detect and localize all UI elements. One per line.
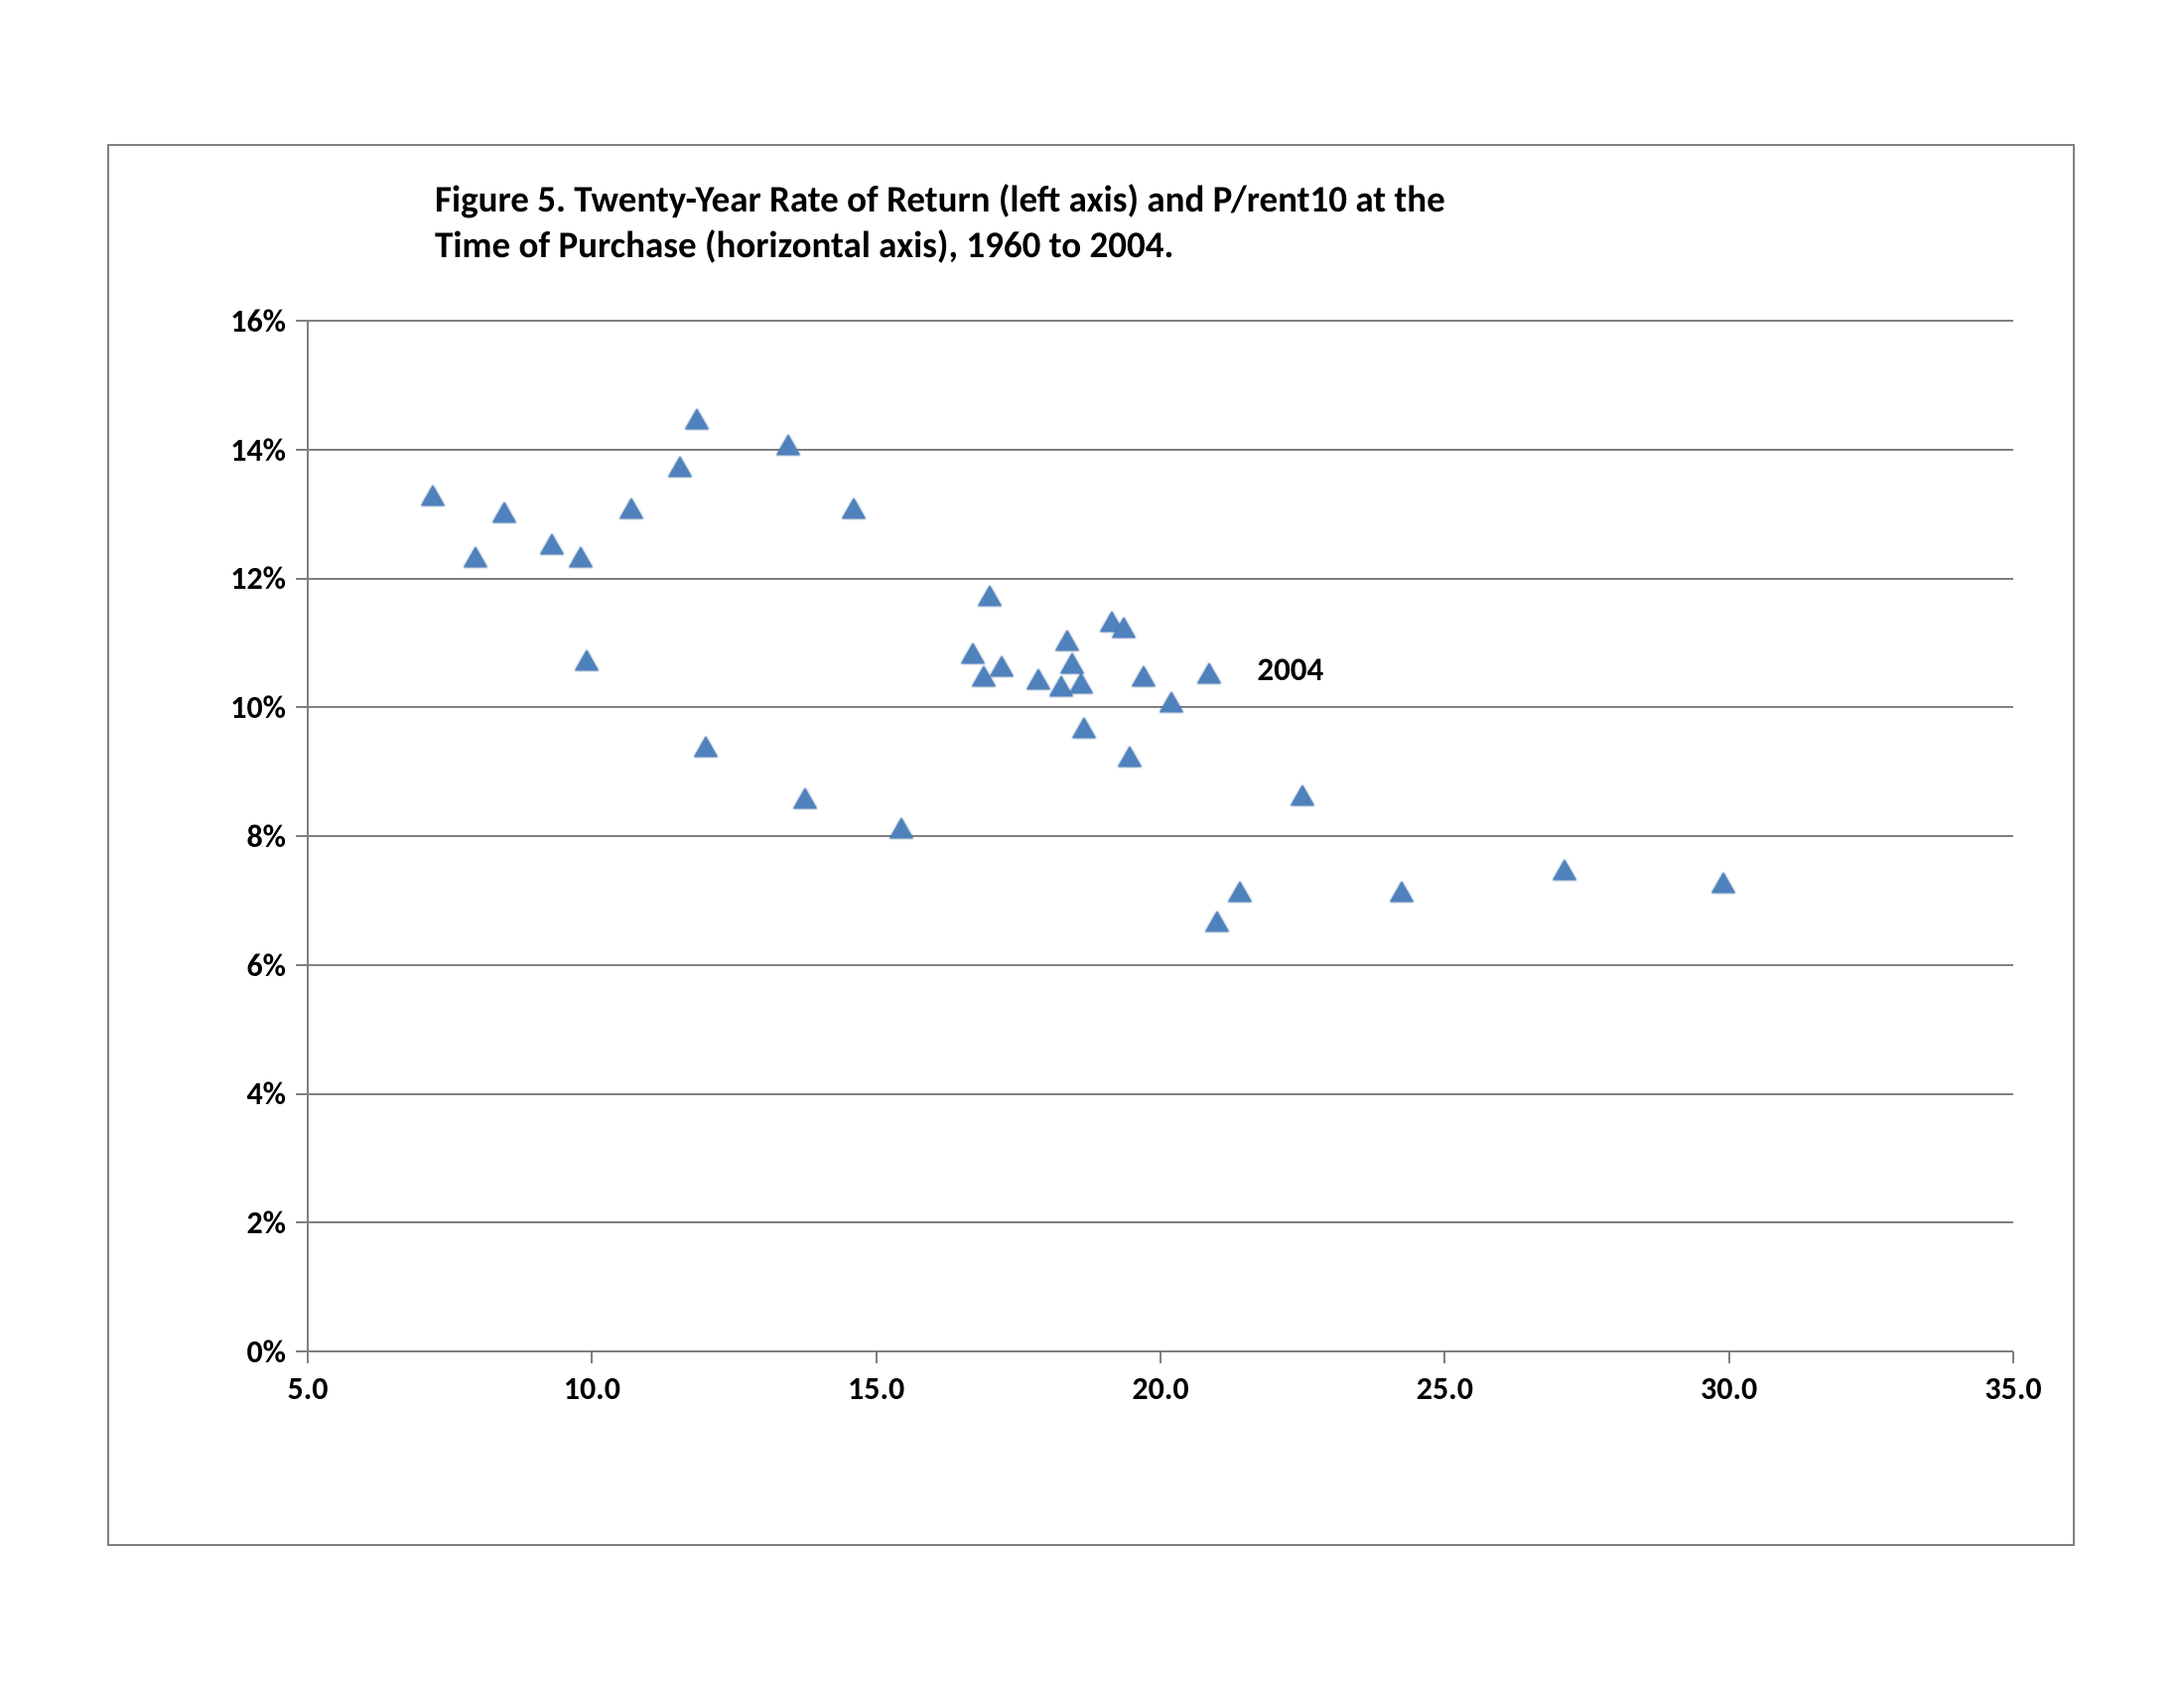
- scatter-marker: [1228, 882, 1252, 903]
- gridline-y: [308, 320, 2013, 322]
- y-tick-label: 10%: [187, 688, 286, 727]
- scatter-marker: [793, 788, 817, 809]
- x-tick-mark: [1443, 1351, 1445, 1363]
- x-tick-label: 35.0: [1954, 1369, 2073, 1408]
- x-tick-mark: [1728, 1351, 1730, 1363]
- scatter-marker: [421, 486, 445, 506]
- x-tick-label: 25.0: [1385, 1369, 1504, 1408]
- x-tick-label: 20.0: [1101, 1369, 1220, 1408]
- scatter-marker: [1132, 665, 1156, 686]
- gridline-y: [308, 1093, 2013, 1095]
- scatter-marker: [978, 585, 1002, 606]
- x-tick-label: 30.0: [1670, 1369, 1789, 1408]
- scatter-marker: [1118, 747, 1142, 768]
- scatter-marker: [1069, 672, 1093, 693]
- scatter-marker: [1390, 882, 1414, 903]
- gridline-y: [308, 1221, 2013, 1223]
- plot-area: 0%2%4%6%8%10%12%14%16%5.010.015.020.025.…: [308, 321, 2013, 1351]
- scatter-marker: [668, 457, 692, 478]
- gridline-y: [308, 578, 2013, 580]
- scatter-marker: [492, 501, 516, 522]
- gridline-y: [308, 835, 2013, 837]
- scatter-marker: [1160, 691, 1183, 712]
- scatter-marker: [1112, 618, 1136, 638]
- x-tick-mark: [307, 1351, 309, 1363]
- scatter-marker: [842, 498, 866, 519]
- scatter-marker: [619, 498, 643, 519]
- annotation-2004: 2004: [1257, 649, 1323, 689]
- gridline-y: [308, 964, 2013, 966]
- scatter-marker: [776, 434, 800, 455]
- y-tick-label: 6%: [187, 946, 286, 985]
- scatter-marker: [464, 546, 487, 567]
- chart-title: Figure 5. Twenty-Year Rate of Return (le…: [435, 177, 1445, 269]
- x-tick-mark: [876, 1351, 878, 1363]
- scatter-marker: [685, 408, 709, 429]
- gridline-y: [308, 449, 2013, 451]
- y-tick-label: 14%: [187, 431, 286, 470]
- y-axis-line: [307, 321, 309, 1351]
- x-tick-label: 10.0: [532, 1369, 651, 1408]
- scatter-marker: [1291, 784, 1314, 805]
- scatter-marker: [1553, 859, 1576, 880]
- y-tick-label: 0%: [187, 1333, 286, 1371]
- chart-title-line2: Time of Purchase (horizontal axis), 1960…: [435, 222, 1445, 268]
- scatter-marker: [990, 656, 1014, 677]
- scatter-marker: [961, 643, 985, 664]
- scatter-marker: [694, 737, 718, 758]
- y-tick-label: 16%: [187, 302, 286, 341]
- chart-title-line1: Figure 5. Twenty-Year Rate of Return (le…: [435, 177, 1445, 222]
- scatter-marker: [1711, 872, 1735, 893]
- scatter-marker: [1197, 662, 1221, 683]
- y-tick-label: 4%: [187, 1074, 286, 1113]
- x-tick-mark: [1160, 1351, 1161, 1363]
- scatter-marker: [889, 817, 913, 838]
- scatter-marker: [1072, 717, 1096, 738]
- scatter-marker: [575, 649, 599, 670]
- scatter-marker: [1026, 669, 1050, 690]
- x-tick-label: 5.0: [248, 1369, 367, 1408]
- scatter-marker: [1060, 652, 1084, 673]
- x-tick-mark: [591, 1351, 593, 1363]
- y-tick-label: 12%: [187, 559, 286, 598]
- scatter-marker: [569, 546, 593, 567]
- scatter-marker: [540, 533, 564, 554]
- y-tick-label: 2%: [187, 1203, 286, 1242]
- scatter-marker: [1055, 631, 1079, 651]
- scatter-marker: [1205, 911, 1229, 931]
- x-tick-mark: [2012, 1351, 2014, 1363]
- y-tick-label: 8%: [187, 817, 286, 856]
- x-tick-label: 15.0: [817, 1369, 936, 1408]
